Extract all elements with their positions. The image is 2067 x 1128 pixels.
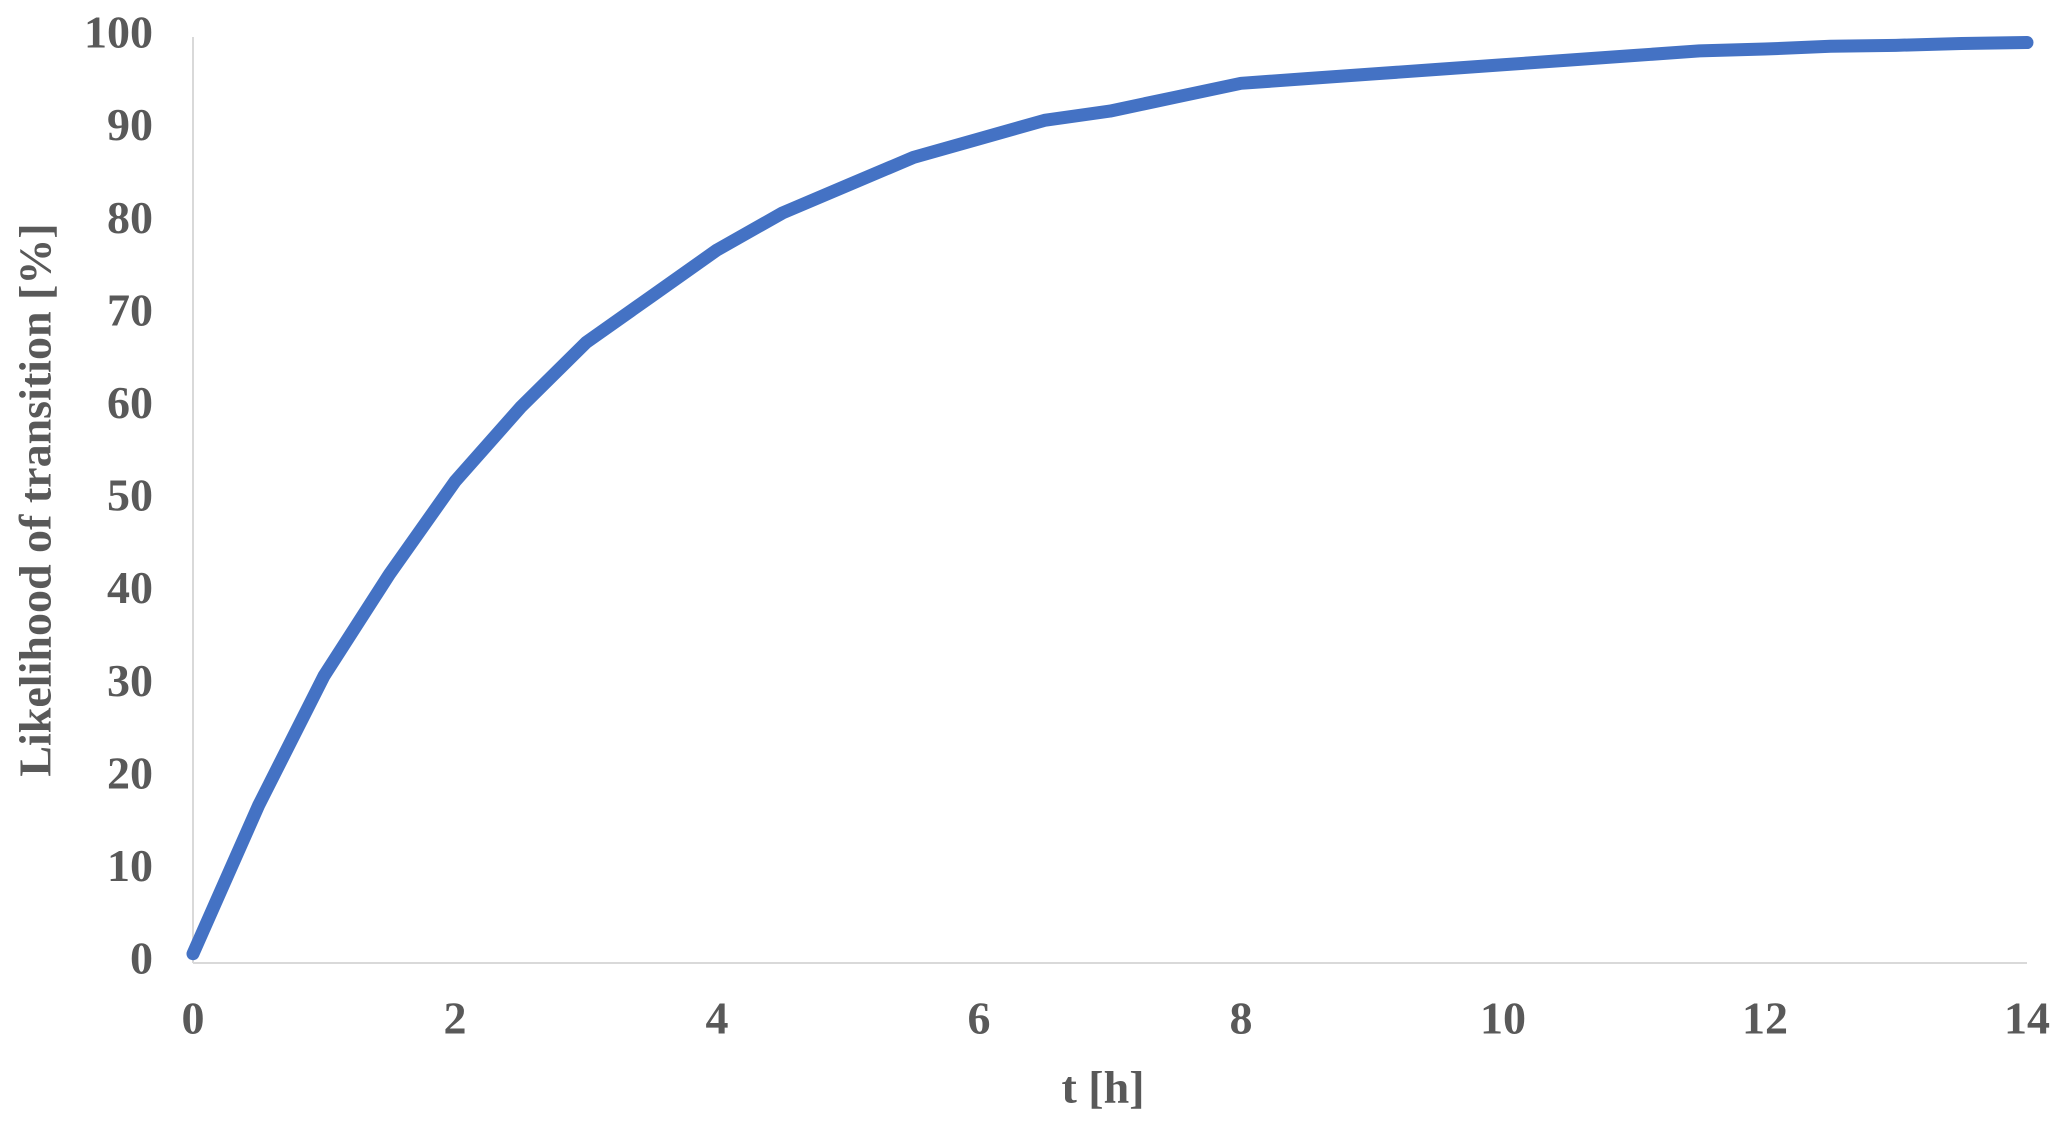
y-tick-label: 20 [107,747,153,798]
x-tick-label: 10 [1480,993,1526,1044]
x-axis-title: t [h] [1061,1062,1144,1113]
data-line [186,36,2034,961]
y-tick-label: 60 [107,377,153,428]
y-tick-label: 10 [107,840,153,891]
x-tick-label: 14 [2004,993,2050,1044]
y-tick-label: 40 [107,562,153,613]
x-tick-label: 12 [1742,993,1788,1044]
x-tick-label: 0 [182,993,205,1044]
y-axis-title: Likelihood of transition [%] [10,223,61,776]
y-tick-label: 30 [107,655,153,706]
x-tick-label: 6 [968,993,991,1044]
x-tick-label: 2 [444,993,467,1044]
y-tick-label: 50 [107,470,153,521]
y-tick-label: 70 [107,284,153,335]
y-tick-label: 100 [84,7,153,58]
y-tick-label: 80 [107,192,153,243]
y-tick-label: 90 [107,99,153,150]
y-tick-label: 0 [130,933,153,984]
x-tick-label: 4 [706,993,729,1044]
x-tick-label: 8 [1230,993,1253,1044]
